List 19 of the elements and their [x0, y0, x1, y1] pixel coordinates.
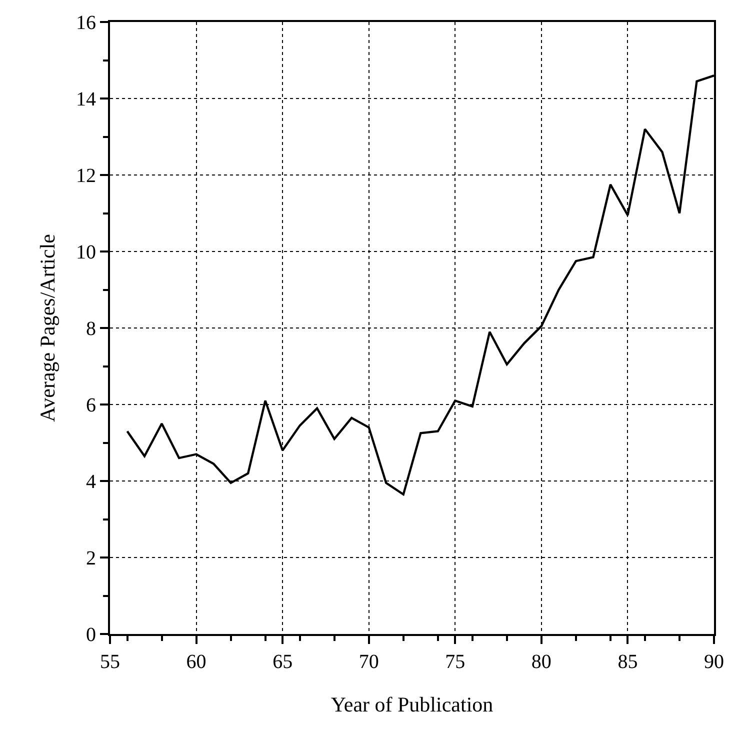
- y-tick-label: 0: [86, 624, 96, 646]
- x-tick-label: 55: [100, 651, 120, 673]
- y-axis-title: Average Pages/Article: [36, 234, 60, 422]
- x-tick-label: 90: [704, 651, 724, 673]
- y-tick-label: 8: [86, 318, 96, 340]
- y-tick-label: 4: [86, 471, 96, 493]
- y-tick-label: 10: [76, 242, 96, 264]
- y-tick-label: 14: [76, 88, 96, 110]
- y-tick-label: 16: [76, 12, 96, 34]
- x-tick-label: 65: [272, 651, 293, 673]
- x-tick-label: 60: [186, 651, 206, 673]
- x-tick-label: 70: [358, 651, 379, 673]
- x-tick-label: 80: [531, 651, 552, 673]
- y-tick-label: 2: [86, 548, 96, 570]
- x-tick-label: 85: [618, 651, 638, 673]
- y-tick-label: 6: [86, 394, 96, 416]
- y-tick-label: 12: [76, 165, 96, 187]
- x-axis-title: Year of Publication: [330, 692, 494, 717]
- x-tick-label: 75: [445, 651, 466, 673]
